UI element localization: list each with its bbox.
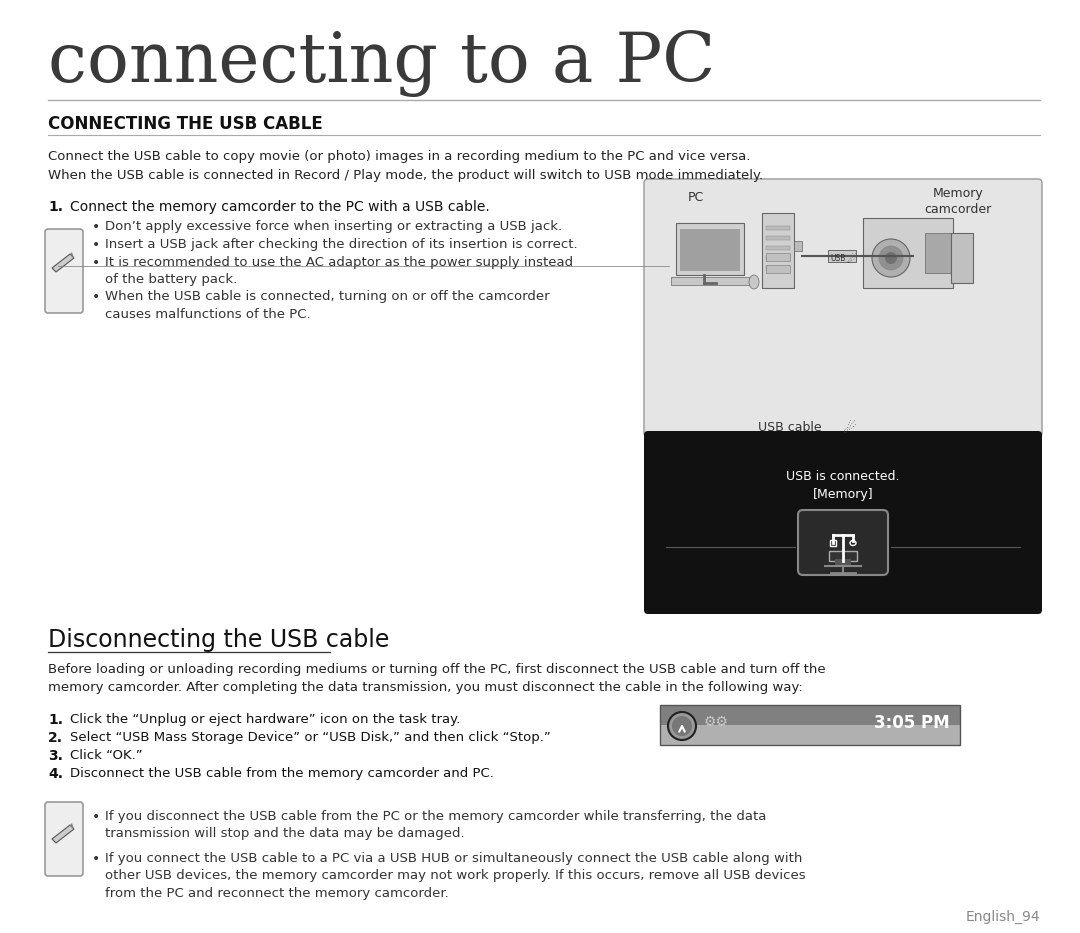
Bar <box>660 705 960 745</box>
Text: •: • <box>92 220 100 234</box>
FancyBboxPatch shape <box>798 510 888 575</box>
Text: When the USB cable is connected, turning on or off the camcorder
causes malfunct: When the USB cable is connected, turning… <box>105 290 550 321</box>
Text: •: • <box>92 290 100 304</box>
Text: Connect the USB cable to copy movie (or photo) images in a recording medium to t: Connect the USB cable to copy movie (or … <box>48 150 764 182</box>
Bar <box>671 277 750 285</box>
Bar <box>829 551 858 561</box>
Bar <box>828 250 856 262</box>
Text: If you disconnect the USB cable from the PC or the memory camcorder while transf: If you disconnect the USB cable from the… <box>105 810 767 841</box>
FancyBboxPatch shape <box>644 431 1042 614</box>
Ellipse shape <box>672 716 692 736</box>
Text: •: • <box>92 810 100 824</box>
Ellipse shape <box>872 239 910 277</box>
Bar <box>680 229 740 271</box>
Text: Disconnect the USB cable from the memory camcorder and PC.: Disconnect the USB cable from the memory… <box>70 767 494 780</box>
Text: Click the “Unplug or eject hardware” icon on the task tray.: Click the “Unplug or eject hardware” ico… <box>70 713 460 726</box>
Bar <box>766 266 789 270</box>
Bar <box>660 705 960 725</box>
Text: Don’t apply excessive force when inserting or extracting a USB jack.: Don’t apply excessive force when inserti… <box>105 220 562 233</box>
Text: PC: PC <box>688 191 704 204</box>
Bar <box>951 233 973 283</box>
Bar <box>924 233 955 273</box>
Polygon shape <box>70 823 75 829</box>
Bar <box>766 246 789 250</box>
Bar <box>660 725 960 745</box>
Bar <box>766 253 789 261</box>
Bar <box>831 540 836 546</box>
Bar <box>676 223 744 275</box>
Text: ☄: ☄ <box>843 421 856 436</box>
Text: It is recommended to use the AC adaptor as the power supply instead
of the batte: It is recommended to use the AC adaptor … <box>105 256 573 286</box>
FancyBboxPatch shape <box>45 802 83 876</box>
Bar <box>762 213 794 288</box>
Ellipse shape <box>879 246 903 270</box>
Ellipse shape <box>850 540 856 546</box>
Text: Before loading or unloading recording mediums or turning off the PC, first disco: Before loading or unloading recording me… <box>48 663 825 694</box>
Bar <box>766 236 789 240</box>
Text: Memory
camcorder: Memory camcorder <box>924 187 991 216</box>
Text: 3.: 3. <box>48 749 63 763</box>
Text: USB is connected.
[Memory]: USB is connected. [Memory] <box>786 470 900 501</box>
Text: Connect the memory camcorder to the PC with a USB cable.: Connect the memory camcorder to the PC w… <box>70 200 489 214</box>
Text: connecting to a PC: connecting to a PC <box>48 30 715 97</box>
Ellipse shape <box>669 712 696 740</box>
Bar <box>863 218 953 288</box>
Text: English_94: English_94 <box>966 910 1040 925</box>
Text: If you connect the USB cable to a PC via a USB HUB or simultaneously connect the: If you connect the USB cable to a PC via… <box>105 852 806 900</box>
Bar <box>766 226 789 230</box>
Bar <box>766 265 789 273</box>
Text: Disconnecting the USB cable: Disconnecting the USB cable <box>48 628 390 652</box>
Polygon shape <box>70 252 75 258</box>
Bar <box>794 241 802 251</box>
FancyBboxPatch shape <box>45 229 83 313</box>
Polygon shape <box>52 825 75 843</box>
Text: •: • <box>92 238 100 252</box>
Text: 1.: 1. <box>48 200 63 214</box>
Text: 1.: 1. <box>48 713 63 727</box>
Polygon shape <box>52 254 75 272</box>
Text: 3:05 PM: 3:05 PM <box>875 714 950 732</box>
FancyBboxPatch shape <box>644 179 1042 437</box>
Text: Select “USB Mass Storage Device” or “USB Disk,” and then click “Stop.”: Select “USB Mass Storage Device” or “USB… <box>70 731 551 744</box>
Text: 4.: 4. <box>48 767 63 781</box>
Text: ⚙⚙: ⚙⚙ <box>704 715 729 729</box>
Text: •: • <box>92 256 100 270</box>
Bar <box>766 256 789 260</box>
Text: USB cable: USB cable <box>758 421 822 434</box>
Ellipse shape <box>885 252 897 264</box>
Text: Insert a USB jack after checking the direction of its insertion is correct.: Insert a USB jack after checking the dir… <box>105 238 578 251</box>
Text: 2.: 2. <box>48 731 63 745</box>
Ellipse shape <box>750 275 759 289</box>
Text: Click “OK.”: Click “OK.” <box>70 749 143 762</box>
Bar <box>835 559 851 566</box>
Text: USB: USB <box>831 254 846 263</box>
Text: CONNECTING THE USB CABLE: CONNECTING THE USB CABLE <box>48 115 323 133</box>
Text: ☄: ☄ <box>846 255 856 265</box>
Text: •: • <box>92 852 100 866</box>
